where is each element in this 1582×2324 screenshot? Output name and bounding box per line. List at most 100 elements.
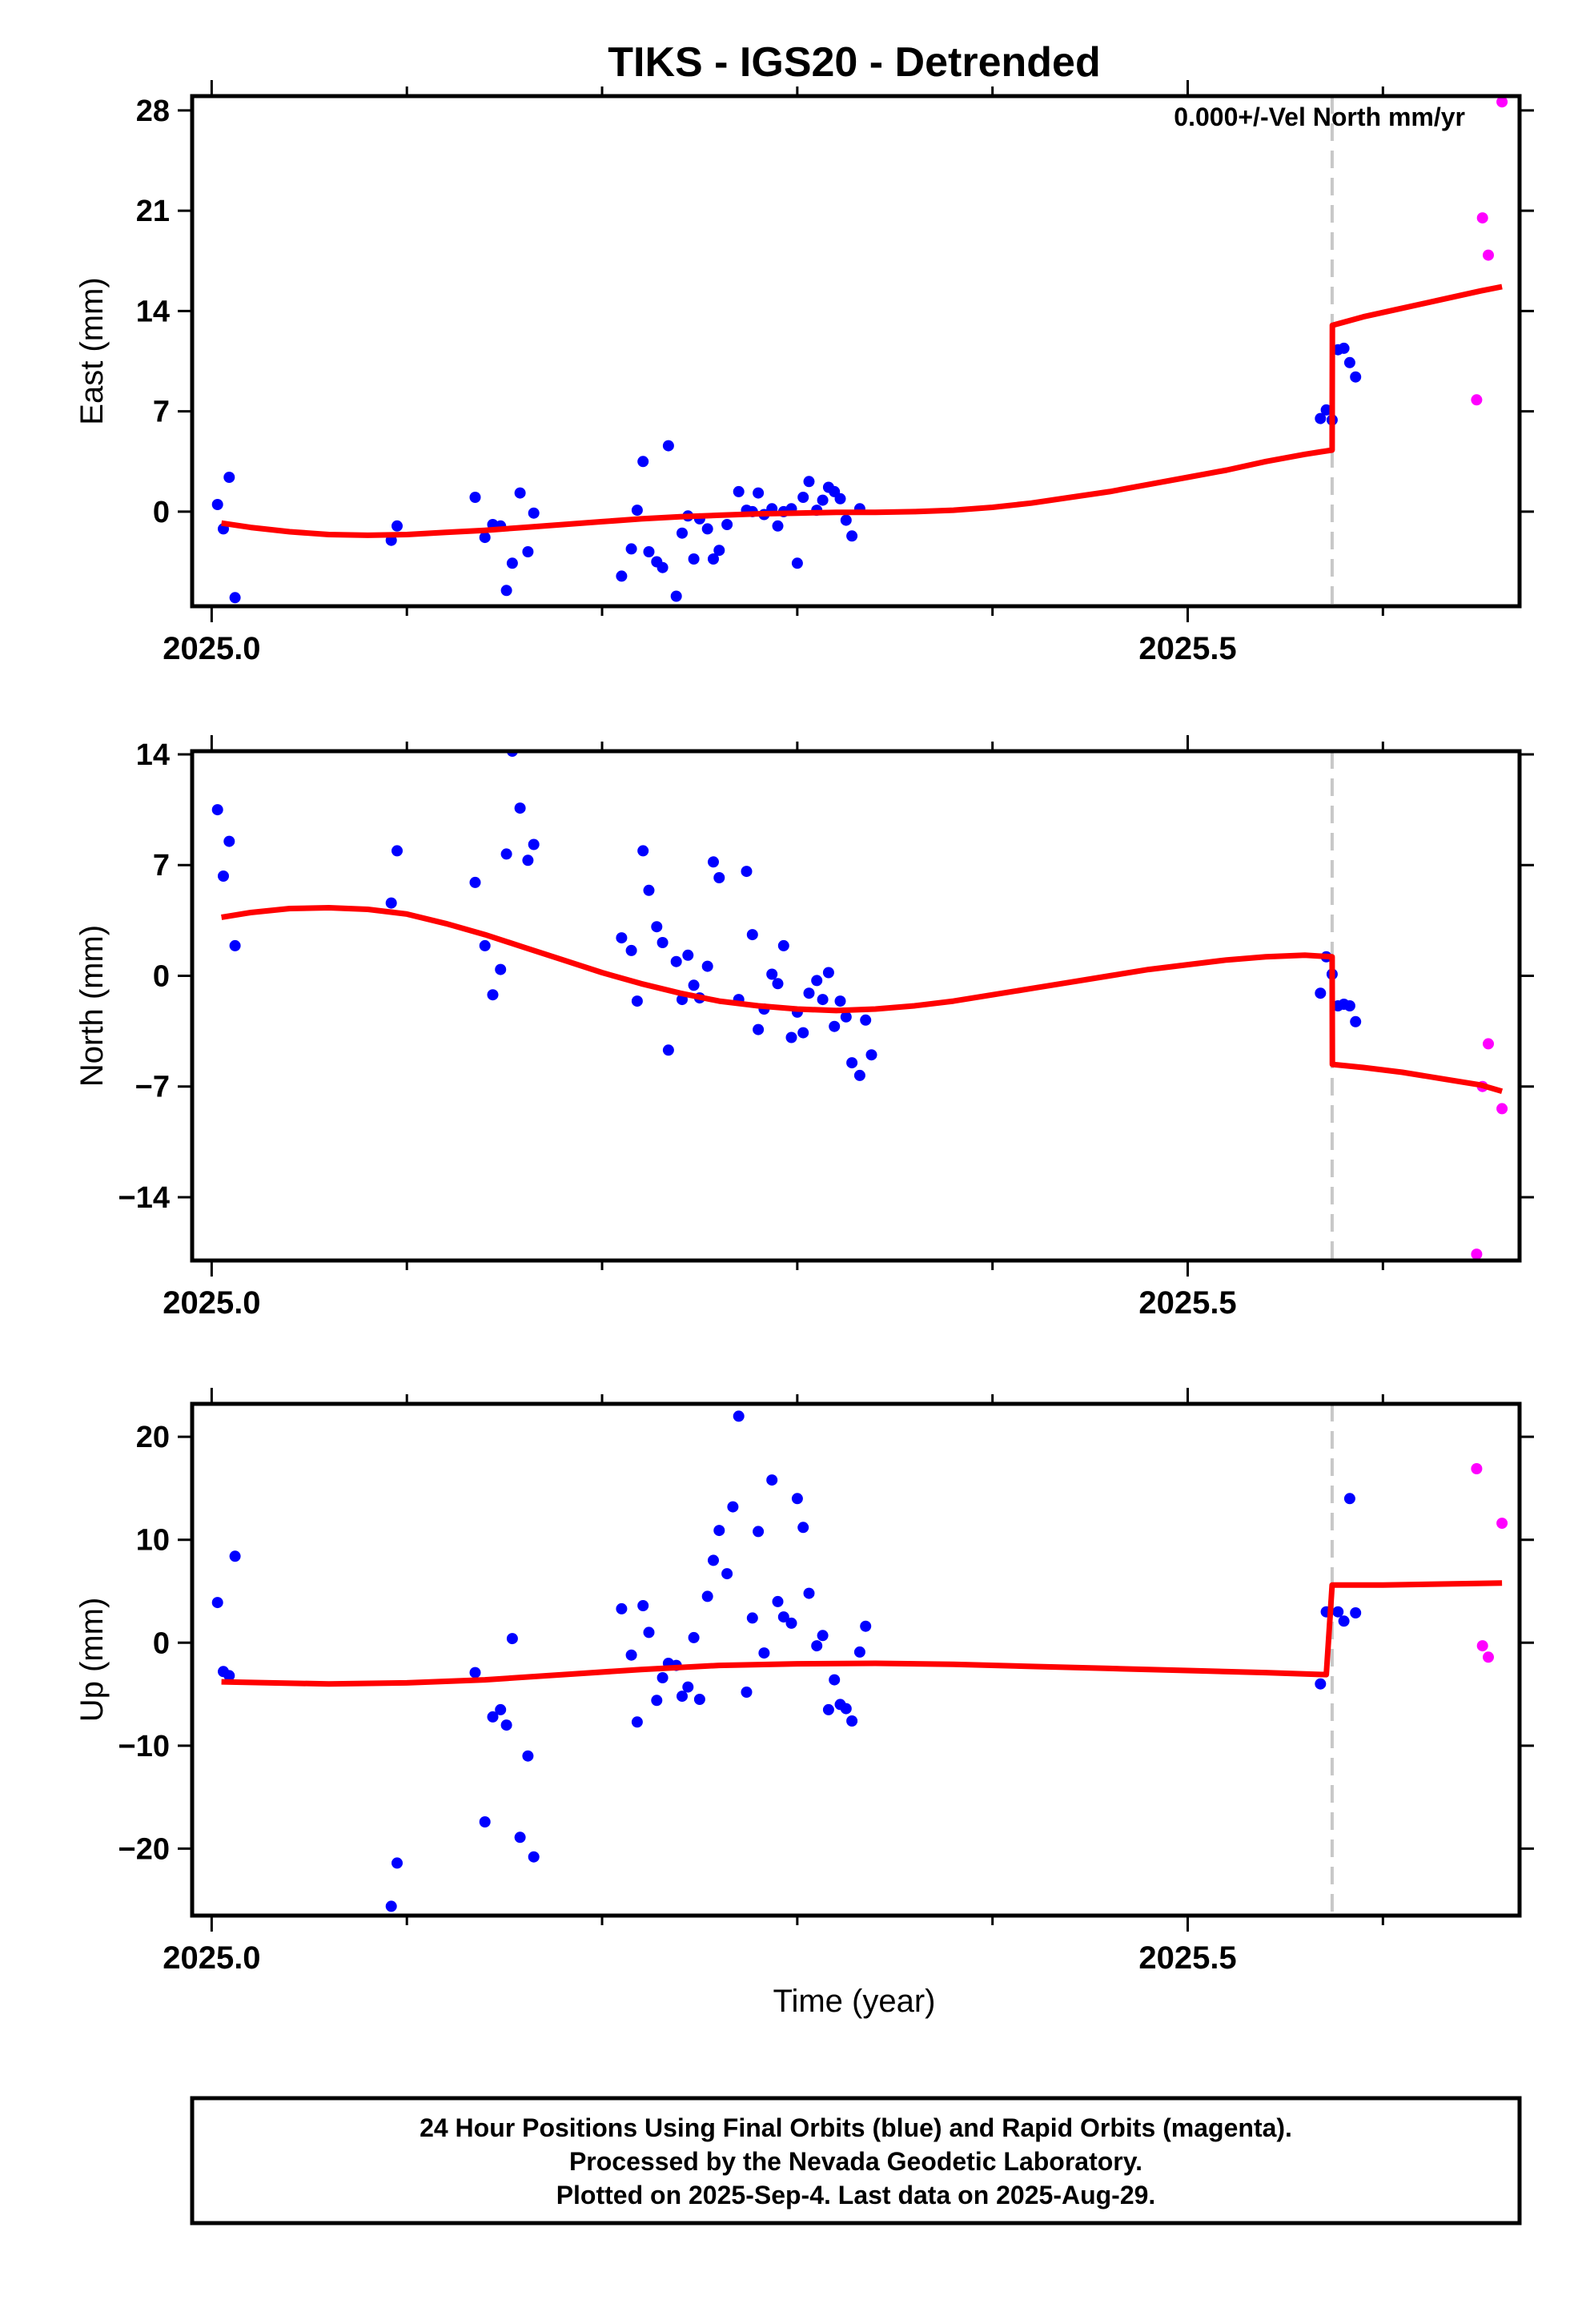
x-tick-label: 2025.5 (1138, 1940, 1236, 1976)
final-orbit-point (817, 994, 829, 1006)
final-orbit-point (677, 1691, 688, 1703)
panel-2: −14 −7 0 7 14 2025.0 2025.5 North (mm) (74, 735, 1534, 1321)
final-orbit-point (741, 1687, 753, 1698)
final-orbit-point (785, 1617, 797, 1629)
final-orbit-point (1315, 1678, 1327, 1690)
final-orbit-point (834, 995, 846, 1007)
final-orbit-point (846, 1057, 858, 1069)
footer-line-2: Processed by the Nevada Geodetic Laborat… (569, 2147, 1142, 2176)
final-orbit-point (772, 1595, 784, 1607)
final-orbit-point (746, 929, 758, 941)
y-tick-label: −10 (118, 1730, 170, 1763)
final-orbit-point (1350, 371, 1362, 383)
x-tick-label: 2025.5 (1138, 631, 1236, 666)
final-orbit-point (853, 1646, 865, 1658)
final-orbit-point (688, 553, 700, 565)
final-orbit-point (656, 1672, 669, 1683)
x-tick-label: 2025.0 (163, 631, 260, 666)
final-orbit-point (528, 838, 540, 850)
final-orbit-point (631, 995, 643, 1007)
plot-area (211, 1410, 1508, 1912)
y-tick-label: −14 (118, 1181, 170, 1215)
y-tick-label: −7 (135, 1071, 170, 1104)
final-orbit-point (797, 492, 809, 503)
final-orbit-point (688, 1631, 700, 1643)
y-tick-label: −20 (118, 1832, 170, 1866)
final-orbit-point (746, 1612, 758, 1624)
final-orbit-point (727, 1501, 739, 1513)
final-orbit-point (643, 884, 655, 896)
x-tick-label: 2025.0 (163, 1940, 260, 1976)
model-fit-line (221, 905, 1504, 1095)
final-orbit-point (469, 492, 481, 503)
final-orbit-point (479, 1816, 491, 1827)
final-orbit-point (211, 499, 223, 510)
final-orbit-point (514, 802, 526, 814)
final-orbit-point (713, 1525, 725, 1537)
final-orbit-point (708, 1554, 719, 1566)
final-orbit-point (1343, 356, 1355, 368)
y-axis-label: North (mm) (74, 925, 110, 1087)
final-orbit-point (701, 523, 713, 535)
final-orbit-point (500, 1719, 512, 1731)
final-orbit-point (223, 472, 235, 483)
final-orbit-point (637, 845, 649, 857)
velocity-annotation: 0.000+/-Vel North mm/yr (1174, 103, 1465, 131)
final-orbit-point (840, 1703, 852, 1715)
final-orbit-point (803, 476, 815, 488)
final-orbit-point (753, 1023, 765, 1035)
final-orbit-point (643, 546, 655, 557)
final-orbit-point (487, 1711, 499, 1723)
final-orbit-point (829, 1674, 841, 1686)
final-orbit-point (688, 979, 700, 991)
final-orbit-point (701, 1590, 713, 1602)
final-orbit-point (229, 939, 241, 951)
final-orbit-point (865, 1049, 877, 1061)
final-orbit-point (817, 1630, 829, 1642)
rapid-orbit-point (1496, 96, 1508, 108)
footer-box (190, 2096, 1522, 2225)
final-orbit-point (733, 1410, 745, 1422)
panel-frame (190, 749, 1522, 1263)
y-axis-label: Up (mm) (74, 1598, 110, 1723)
final-orbit-point (840, 514, 852, 526)
final-orbit-point (1315, 987, 1327, 999)
final-orbit-point (229, 1550, 241, 1562)
final-orbit-point (506, 1633, 518, 1645)
final-orbit-point (616, 932, 628, 944)
final-orbit-point (753, 487, 765, 499)
panels: 0 7 14 21 28 2025.0 2025.5 East (mm) 0.000+/-Vel… (74, 80, 1534, 1976)
final-orbit-point (616, 570, 628, 582)
final-orbit-point (514, 487, 526, 499)
final-orbit-point (670, 955, 682, 967)
final-orbit-point (713, 872, 725, 883)
final-orbit-point (625, 944, 637, 956)
chart-title: TIKS - IGS20 - Detrended (608, 39, 1100, 86)
final-orbit-point (860, 1620, 872, 1632)
final-orbit-point (1338, 1615, 1350, 1627)
final-orbit-point (522, 1750, 534, 1762)
final-orbit-point (822, 1703, 834, 1715)
final-orbit-point (500, 585, 512, 597)
final-orbit-point (631, 505, 643, 517)
final-orbit-point (708, 856, 719, 868)
final-orbit-point (772, 978, 784, 990)
final-orbit-point (803, 1587, 815, 1599)
final-orbit-point (708, 553, 719, 565)
final-orbit-point (766, 1474, 778, 1486)
y-tick-label: 0 (153, 1626, 170, 1660)
plot-area (211, 751, 1508, 1261)
plot-area (211, 96, 1508, 604)
final-orbit-point (791, 1493, 803, 1505)
final-orbit-point (528, 507, 540, 519)
final-orbit-point (495, 1703, 507, 1715)
final-orbit-point (785, 1031, 797, 1043)
final-orbit-point (753, 1526, 765, 1538)
final-orbit-point (631, 1716, 643, 1728)
final-orbit-point (662, 1044, 674, 1056)
y-tick-label: 14 (136, 738, 170, 772)
final-orbit-point (637, 456, 649, 468)
final-orbit-point (791, 557, 803, 569)
x-tick-label: 2025.0 (163, 1285, 260, 1321)
final-orbit-point (817, 494, 829, 506)
